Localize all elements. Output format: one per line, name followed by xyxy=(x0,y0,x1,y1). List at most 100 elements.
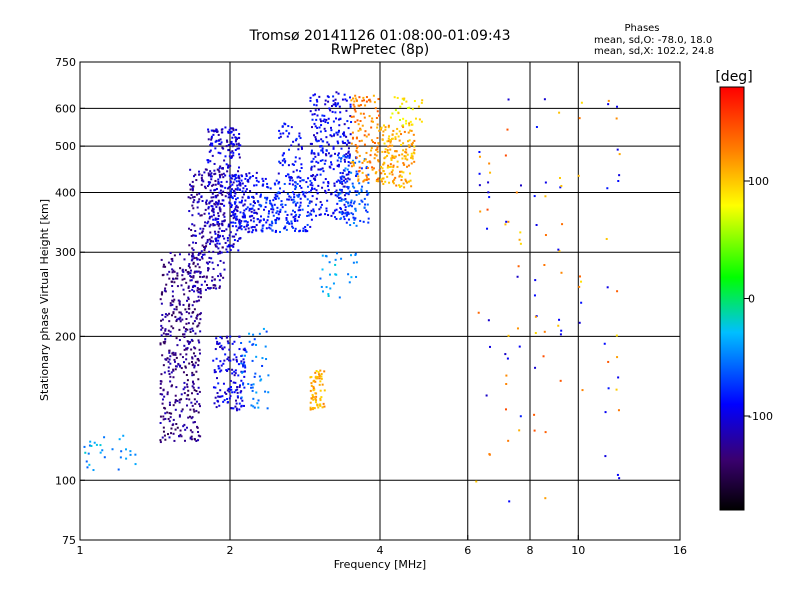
data-point xyxy=(178,318,181,321)
data-point xyxy=(559,379,562,382)
data-point xyxy=(253,226,256,229)
data-point xyxy=(183,344,186,347)
data-point xyxy=(235,215,238,218)
data-point xyxy=(171,424,174,427)
data-point xyxy=(300,166,303,169)
data-point xyxy=(164,412,167,415)
data-point xyxy=(402,163,405,166)
data-point xyxy=(238,348,241,351)
data-point xyxy=(355,261,358,264)
data-point xyxy=(174,352,177,355)
data-point xyxy=(206,222,209,225)
data-point xyxy=(241,182,244,185)
data-point xyxy=(190,338,193,341)
data-point xyxy=(134,463,137,466)
data-point xyxy=(227,193,230,196)
data-point xyxy=(338,196,341,199)
x-tick-label: 8 xyxy=(527,544,534,557)
data-point xyxy=(188,210,191,213)
data-point xyxy=(321,147,324,150)
data-point xyxy=(351,137,354,140)
data-point xyxy=(402,98,405,101)
data-point xyxy=(251,229,254,232)
data-point xyxy=(175,386,178,389)
data-point xyxy=(370,120,373,123)
data-point xyxy=(176,277,179,280)
data-point xyxy=(197,358,200,361)
data-point xyxy=(244,185,247,188)
data-point xyxy=(183,381,186,384)
data-point xyxy=(310,152,313,155)
data-point xyxy=(338,199,341,202)
data-point xyxy=(186,340,189,343)
data-point xyxy=(243,216,246,219)
data-point xyxy=(178,253,181,256)
data-point xyxy=(274,197,277,200)
data-point xyxy=(228,234,231,237)
data-point xyxy=(340,198,343,201)
data-point xyxy=(286,221,289,224)
data-point xyxy=(179,320,182,323)
data-point xyxy=(230,205,233,208)
data-point xyxy=(232,358,235,361)
data-point xyxy=(210,196,213,199)
data-point xyxy=(188,362,191,365)
y-tick-label: 400 xyxy=(55,186,76,199)
data-point xyxy=(161,291,164,294)
data-point xyxy=(486,227,489,230)
data-point xyxy=(161,398,164,401)
data-point xyxy=(616,473,619,476)
data-point xyxy=(580,301,583,304)
data-point xyxy=(234,217,237,220)
data-point xyxy=(184,428,187,431)
data-point xyxy=(407,144,410,147)
data-point xyxy=(246,206,249,209)
data-point xyxy=(401,153,404,156)
data-point xyxy=(402,124,405,127)
data-point xyxy=(284,210,287,213)
data-point xyxy=(517,265,520,268)
data-point xyxy=(338,124,341,127)
data-point xyxy=(274,220,277,223)
data-point xyxy=(169,302,172,305)
data-point xyxy=(345,200,348,203)
data-point xyxy=(296,183,299,186)
data-point xyxy=(505,374,508,377)
data-point xyxy=(506,128,509,131)
data-point xyxy=(164,417,167,420)
data-point xyxy=(310,213,313,216)
data-point xyxy=(402,142,405,145)
data-point xyxy=(198,258,201,261)
data-point xyxy=(342,185,345,188)
data-point xyxy=(405,180,408,183)
data-point xyxy=(218,208,221,211)
data-point xyxy=(420,120,423,123)
data-point xyxy=(184,269,187,272)
data-point xyxy=(354,143,357,146)
data-point xyxy=(265,221,268,224)
data-point xyxy=(357,175,360,178)
data-point xyxy=(197,291,200,294)
data-point xyxy=(194,173,197,176)
data-point xyxy=(314,136,317,139)
data-point xyxy=(167,366,170,369)
data-point xyxy=(616,290,619,293)
data-point xyxy=(233,191,236,194)
data-point xyxy=(358,140,361,143)
data-point xyxy=(192,381,195,384)
data-point xyxy=(232,407,235,410)
data-point xyxy=(334,191,337,194)
data-point xyxy=(194,332,197,335)
data-point xyxy=(212,359,215,362)
data-point xyxy=(294,203,297,206)
data-point xyxy=(291,225,294,228)
data-point xyxy=(180,410,183,413)
data-point xyxy=(343,203,346,206)
data-point xyxy=(343,198,346,201)
data-point xyxy=(218,173,221,176)
data-point xyxy=(192,408,195,411)
data-point xyxy=(381,138,384,141)
data-point xyxy=(239,184,242,187)
data-point xyxy=(335,131,338,134)
